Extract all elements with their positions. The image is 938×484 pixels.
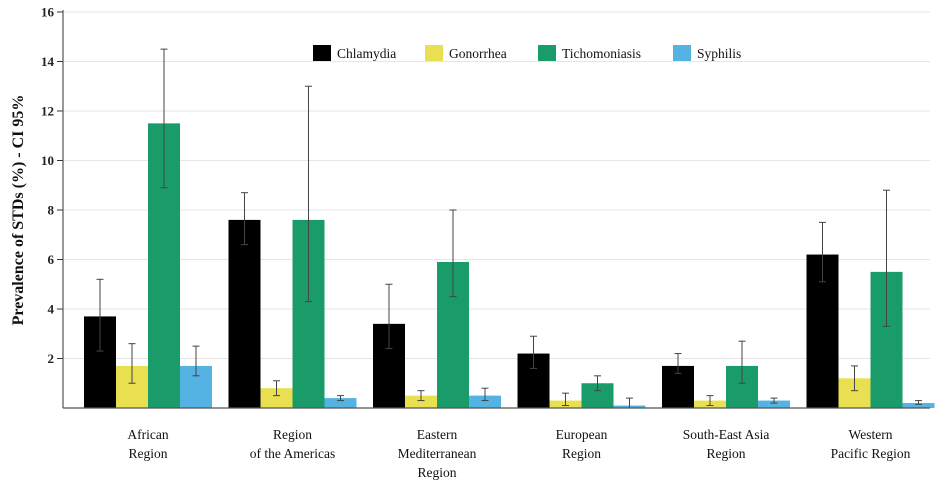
category-label: Eastern [417, 427, 458, 442]
y-tick-label: 2 [48, 351, 55, 366]
y-tick-label: 4 [48, 302, 55, 317]
legend-swatch [313, 45, 331, 61]
legend-swatch [538, 45, 556, 61]
category-label: Region [562, 446, 601, 461]
category-label: African [127, 427, 168, 442]
bar [902, 403, 935, 408]
bars [84, 48, 935, 409]
bar [260, 388, 293, 408]
y-tick-label: 10 [41, 153, 54, 168]
legend: Chlamydia Gonorrhea Tichomoniasis Syphilis [313, 45, 741, 61]
category-label: Mediterranean [398, 446, 477, 461]
legend-swatch [673, 45, 691, 61]
category-label: Region [707, 446, 746, 461]
bar [324, 398, 357, 408]
y-tick-label: 14 [41, 54, 55, 69]
y-tick-label: 12 [41, 104, 54, 119]
bar [405, 395, 437, 408]
y-tick-label: 16 [41, 5, 55, 20]
grid [63, 11, 930, 359]
category-label: European [556, 427, 608, 442]
bar [758, 400, 790, 408]
legend-label: Syphilis [697, 46, 741, 61]
category-label: Pacific Region [831, 446, 911, 461]
legend-label: Gonorrhea [449, 46, 507, 61]
category-label: South-East Asia [683, 427, 770, 442]
category-label: Region [418, 465, 457, 480]
category-label: of the Americas [250, 446, 335, 461]
legend-label: Chlamydia [337, 46, 396, 61]
labels: 2 4 6 8 10 12 14 16 African Region Region of the Am… [41, 5, 911, 481]
legend-label: Tichomoniasis [562, 46, 641, 61]
y-tick-label: 8 [48, 203, 55, 218]
category-label: Region [273, 427, 312, 442]
bar [469, 395, 501, 408]
axes [57, 10, 930, 409]
bar [228, 219, 261, 408]
category-label: Western [849, 427, 893, 442]
y-tick-label: 6 [48, 252, 55, 267]
category-label: Region [129, 446, 168, 461]
y-axis-label: Prevalence of STDs (%) - CI 95% [10, 95, 27, 326]
legend-swatch [425, 45, 443, 61]
